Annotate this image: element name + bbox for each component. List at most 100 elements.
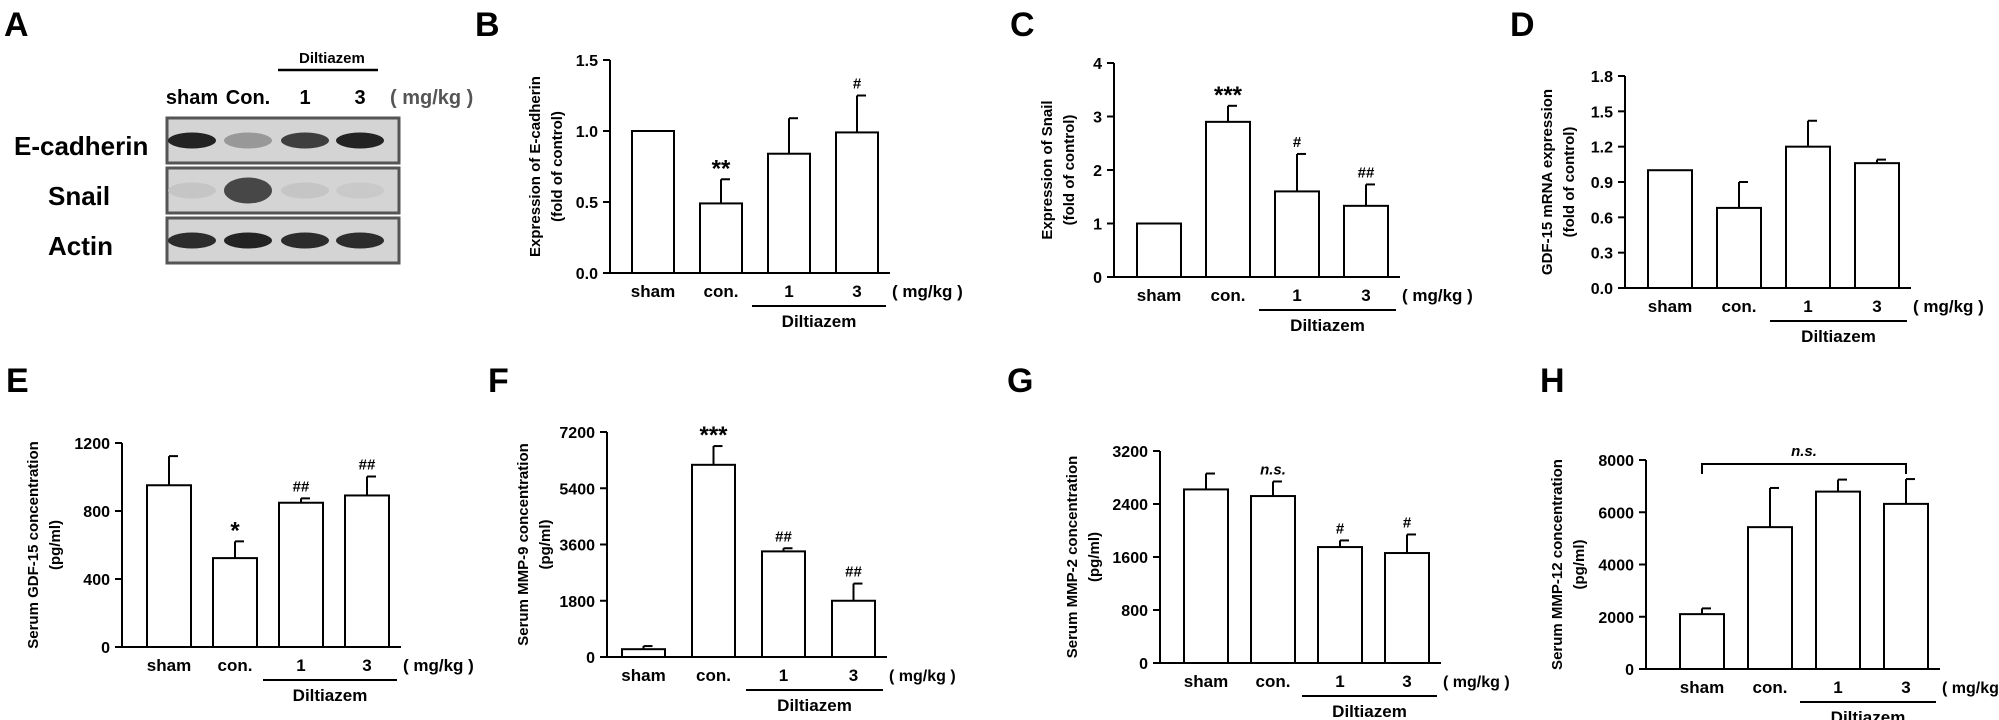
significance-label: ## <box>293 478 310 495</box>
panel-letter-b: B <box>475 6 500 44</box>
y-axis-label: Serum MMP-9 concentration <box>515 443 532 646</box>
unit-label: ( mg/kg ) <box>1913 297 1984 316</box>
significance-label: * <box>230 517 240 544</box>
y-tick-label: 0 <box>1093 270 1102 287</box>
bar-charts: B 0.0 0.5 1.0 1.5 Expression of E-cadherin (fo… <box>6 6 1999 720</box>
significance-label: *** <box>1214 82 1243 109</box>
significance-label: # <box>853 76 862 93</box>
bar-3 <box>1883 502 1929 671</box>
y-tick-label: 0 <box>1625 662 1634 679</box>
y-tick-label: 1200 <box>74 436 110 453</box>
significance-label: ## <box>845 564 862 581</box>
y-tick-label: 1.0 <box>576 124 598 141</box>
panel-letter-f: F <box>488 362 509 400</box>
group-label: Diltiazem <box>1801 327 1876 346</box>
panel-letter-c: C <box>1010 6 1035 44</box>
panel-letter-g: G <box>1007 362 1033 400</box>
significance-label: # <box>1403 514 1412 531</box>
bar-1 <box>1815 490 1861 670</box>
category-label: con. <box>704 282 739 301</box>
blot-drug-label: Diltiazem <box>299 50 365 67</box>
unit-label: ( mg/kg ) <box>1942 680 1999 697</box>
category-label: 1 <box>1833 678 1842 697</box>
category-label: con. <box>696 666 731 685</box>
y-tick-label: 1800 <box>559 594 595 611</box>
y-axis-label: Expression of E-cadherin <box>527 76 544 257</box>
group-label: Diltiazem <box>1332 702 1407 720</box>
y-tick-label: 0 <box>101 640 110 657</box>
significance-bracket <box>1701 463 1907 474</box>
unit-label: ( mg/kg ) <box>1402 286 1473 305</box>
bar-con. <box>699 202 743 274</box>
y-tick-label: 2400 <box>1112 497 1148 514</box>
y-tick-label: 1.8 <box>1591 69 1613 86</box>
y-tick-label: 0.6 <box>1591 210 1613 227</box>
y-tick-label: 2 <box>1093 163 1102 180</box>
bar-sham <box>621 648 666 658</box>
y-tick-label: 0.0 <box>576 266 598 283</box>
bar-1 <box>767 152 811 274</box>
blot-strips <box>165 116 401 265</box>
category-label: con. <box>1211 286 1246 305</box>
y-axis-label: GDF-15 mRNA expression <box>1539 89 1556 275</box>
category-label: sham <box>1137 286 1181 305</box>
y-tick-label: 5400 <box>559 481 595 498</box>
category-label: 1 <box>1335 672 1344 691</box>
category-label: con. <box>1256 672 1291 691</box>
group-label: Diltiazem <box>1290 316 1365 335</box>
y-tick-label: 1.2 <box>1591 140 1613 157</box>
bar-sham <box>146 484 192 648</box>
y-tick-label: 800 <box>83 504 110 521</box>
bar-3 <box>831 599 876 658</box>
y-axis-label: (pg/ml) <box>1086 532 1103 582</box>
y-tick-label: 0.9 <box>1591 175 1613 192</box>
panel-h-chart: H 0 2000 4000 6000 8000 Serum MMP-12 concentra… <box>1540 362 1999 720</box>
y-axis-label: Serum MMP-2 concentration <box>1064 456 1081 659</box>
y-tick-label: 2000 <box>1598 610 1634 627</box>
bar-con. <box>1205 120 1251 278</box>
blot-band <box>336 182 384 199</box>
category-label: con. <box>1753 678 1788 697</box>
blot-unit: ( mg/kg ) <box>390 87 473 109</box>
group-label: Diltiazem <box>777 696 852 715</box>
panel-letter-e: E <box>6 362 29 400</box>
bar-sham <box>1647 169 1693 290</box>
y-tick-label: 7200 <box>559 425 595 442</box>
bar-sham <box>631 130 675 274</box>
category-label: 1 <box>1803 297 1812 316</box>
panel-c-chart: C 0 1 2 3 4 Expression of Snail (fold of contro… <box>1010 6 1473 335</box>
group-label: Diltiazem <box>1831 708 1906 720</box>
significance-label: n.s. <box>1260 461 1286 478</box>
y-axis-label: Serum GDF-15 concentration <box>25 441 42 649</box>
panel-a-western-blot: A Diltiazem sham Con. 1 3 ( mg/kg ) E-ca… <box>4 6 473 265</box>
blot-band <box>281 132 329 149</box>
significance-label: ## <box>359 457 376 474</box>
category-label: sham <box>1648 297 1692 316</box>
bar-con. <box>1250 495 1296 664</box>
y-tick-label: 800 <box>1121 603 1148 620</box>
category-label: con. <box>218 656 253 675</box>
blot-row-ecadherin: E-cadherin <box>14 131 148 161</box>
category-label: 1 <box>296 656 305 675</box>
y-axis-label: Expression of Snail <box>1039 100 1056 239</box>
significance-label: *** <box>699 422 728 449</box>
bar-con. <box>212 557 258 648</box>
group-label: Diltiazem <box>293 686 368 705</box>
bar-1 <box>761 550 806 658</box>
bar-sham <box>1136 222 1182 278</box>
bar-1 <box>1274 190 1320 278</box>
y-tick-label: 1 <box>1093 217 1102 234</box>
blot-band <box>224 232 272 249</box>
unit-label: ( mg/kg ) <box>889 668 956 685</box>
blot-band <box>224 132 272 149</box>
blot-band <box>336 232 384 249</box>
category-label: 3 <box>1901 678 1910 697</box>
bar-1 <box>278 501 324 648</box>
bar-1 <box>1317 546 1363 664</box>
y-tick-label: 0.5 <box>576 195 598 212</box>
y-axis-label: (pg/ml) <box>47 520 64 570</box>
category-label: con. <box>1722 297 1757 316</box>
bar-3 <box>344 494 390 649</box>
category-label: 3 <box>1872 297 1881 316</box>
